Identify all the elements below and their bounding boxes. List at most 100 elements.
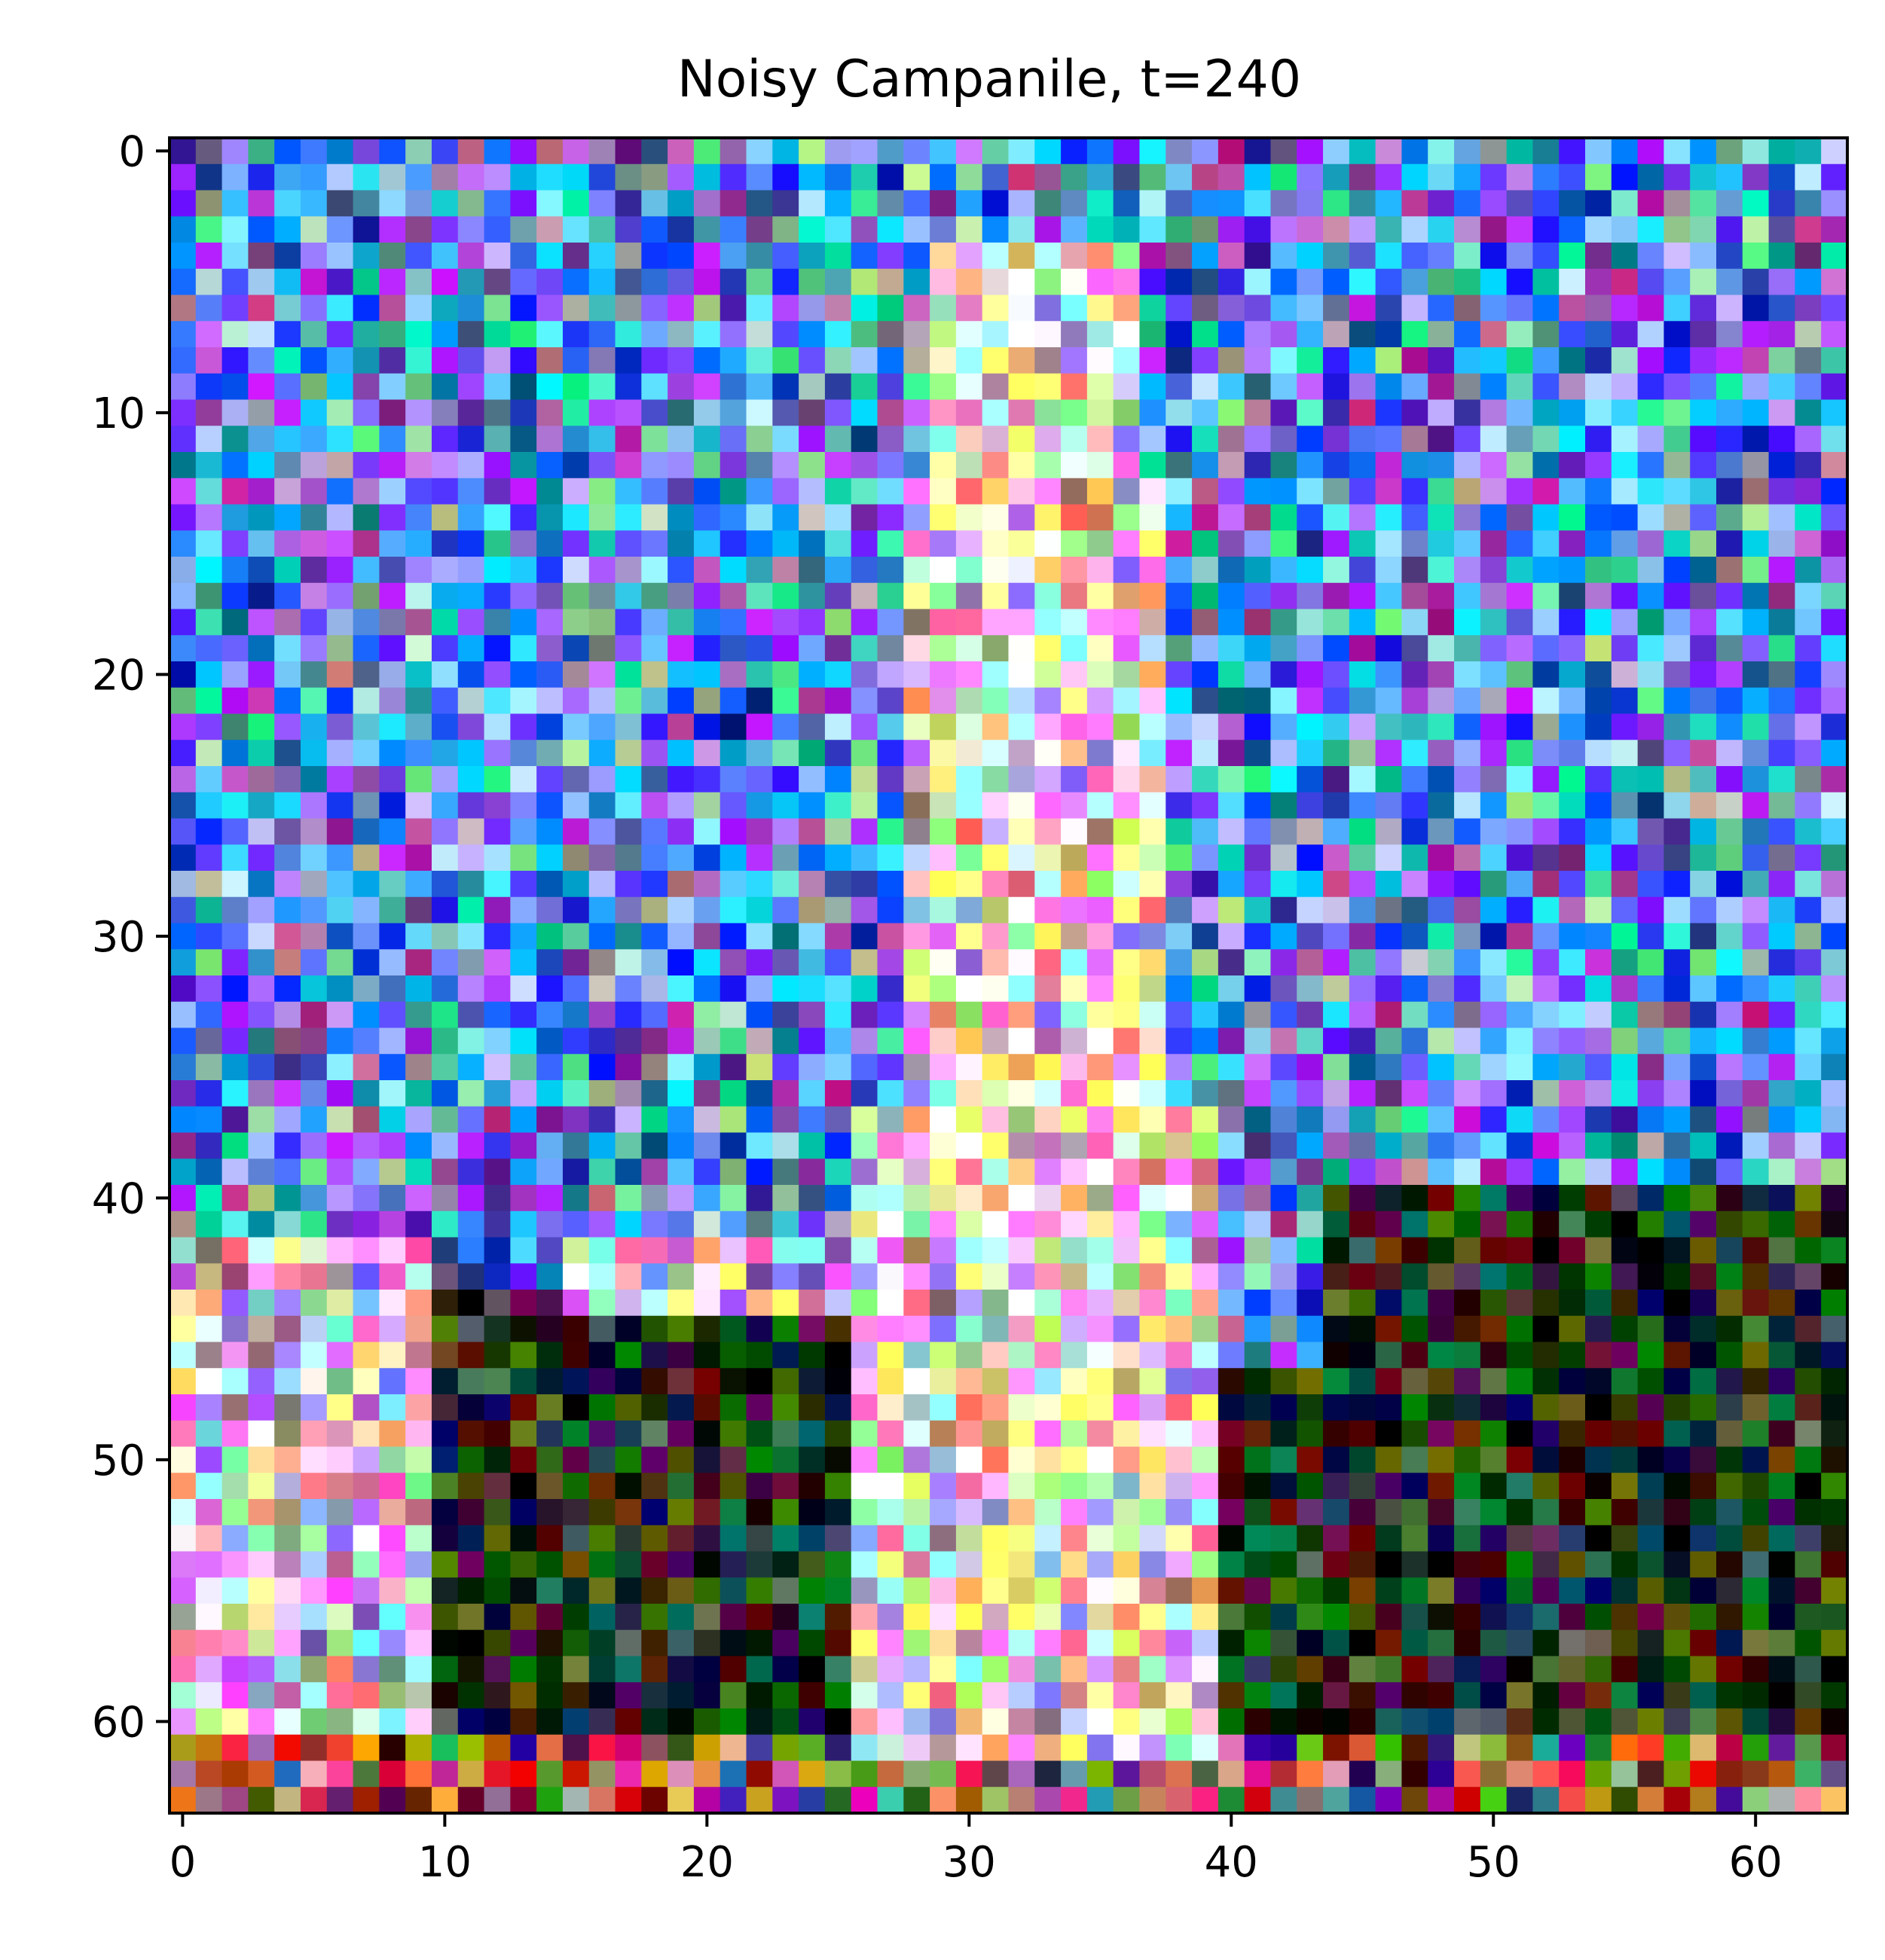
image-pixel xyxy=(457,1159,485,1186)
image-pixel xyxy=(1061,1629,1088,1657)
image-pixel xyxy=(772,1760,799,1788)
image-pixel xyxy=(1506,452,1534,479)
image-pixel xyxy=(588,1132,616,1159)
image-pixel xyxy=(1690,687,1717,715)
image-pixel xyxy=(221,1210,249,1238)
image-pixel xyxy=(903,1760,930,1788)
image-pixel xyxy=(1061,844,1088,872)
image-pixel xyxy=(772,1787,799,1814)
image-pixel xyxy=(1690,1656,1717,1683)
image-pixel xyxy=(824,1315,852,1343)
image-pixel xyxy=(248,347,275,374)
image-pixel xyxy=(1217,635,1245,662)
image-pixel xyxy=(536,426,564,453)
image-pixel xyxy=(1008,190,1035,217)
image-pixel xyxy=(1113,1473,1141,1500)
image-pixel xyxy=(719,975,747,1003)
image-pixel xyxy=(1690,1708,1717,1736)
image-pixel xyxy=(1217,1106,1245,1134)
image-pixel xyxy=(1664,1473,1691,1500)
image-pixel xyxy=(274,452,301,479)
image-pixel xyxy=(955,138,983,165)
image-pixel xyxy=(746,557,773,584)
image-pixel xyxy=(955,399,983,426)
image-pixel xyxy=(1217,818,1245,845)
image-pixel xyxy=(1349,1342,1376,1369)
image-pixel xyxy=(1192,1629,1219,1657)
image-pixel xyxy=(431,373,459,401)
image-pixel xyxy=(1795,504,1822,531)
image-pixel xyxy=(1742,766,1770,793)
image-pixel xyxy=(851,1629,878,1657)
image-pixel xyxy=(1192,1551,1219,1578)
image-pixel xyxy=(536,138,564,165)
image-pixel xyxy=(1401,399,1428,426)
image-pixel xyxy=(379,923,406,950)
image-pixel xyxy=(1821,1290,1848,1317)
image-pixel xyxy=(1086,138,1114,165)
image-pixel xyxy=(1428,923,1455,950)
image-pixel xyxy=(1716,1577,1743,1604)
image-pixel xyxy=(1742,949,1770,976)
image-pixel xyxy=(353,504,380,531)
image-pixel xyxy=(903,1368,930,1395)
image-pixel xyxy=(1795,1577,1822,1604)
image-pixel xyxy=(1375,1708,1403,1736)
image-pixel xyxy=(799,1682,826,1709)
image-pixel xyxy=(1349,1027,1376,1055)
image-pixel xyxy=(930,923,957,950)
image-pixel xyxy=(300,923,328,950)
image-pixel xyxy=(457,373,485,401)
image-pixel xyxy=(195,1210,223,1238)
image-pixel xyxy=(1821,163,1848,191)
image-pixel xyxy=(851,975,878,1003)
image-pixel xyxy=(1532,1551,1560,1578)
image-pixel xyxy=(641,1132,668,1159)
image-pixel xyxy=(1166,1001,1193,1029)
image-pixel xyxy=(1401,687,1428,715)
image-pixel xyxy=(1086,1210,1114,1238)
image-pixel xyxy=(746,1446,773,1473)
image-pixel xyxy=(903,661,930,688)
image-pixel xyxy=(1532,1787,1560,1814)
image-pixel xyxy=(1506,1708,1534,1736)
image-pixel xyxy=(1768,1080,1796,1107)
image-pixel xyxy=(693,321,721,348)
image-pixel xyxy=(1506,818,1534,845)
image-pixel xyxy=(930,792,957,820)
image-pixel xyxy=(1716,687,1743,715)
image-pixel xyxy=(982,1577,1010,1604)
image-pixel xyxy=(1768,1708,1796,1736)
image-pixel xyxy=(1375,713,1403,740)
image-pixel xyxy=(1401,1185,1428,1212)
image-pixel xyxy=(1166,1760,1193,1788)
image-pixel xyxy=(903,896,930,924)
image-pixel xyxy=(1532,582,1560,610)
image-pixel xyxy=(668,373,695,401)
image-pixel xyxy=(1113,1368,1141,1395)
image-pixel xyxy=(1454,1001,1481,1029)
image-pixel xyxy=(903,243,930,270)
image-pixel xyxy=(1637,1787,1665,1814)
image-pixel xyxy=(693,1708,721,1736)
image-pixel xyxy=(562,661,590,688)
image-pixel xyxy=(746,452,773,479)
image-pixel xyxy=(1008,1394,1035,1421)
image-pixel xyxy=(1349,163,1376,191)
image-pixel xyxy=(955,190,983,217)
image-pixel xyxy=(1506,1473,1534,1500)
image-pixel xyxy=(1454,1787,1481,1814)
image-pixel xyxy=(1506,426,1534,453)
image-pixel xyxy=(1480,1263,1508,1290)
image-pixel xyxy=(484,190,511,217)
image-pixel xyxy=(1585,949,1612,976)
image-pixel xyxy=(1217,923,1245,950)
image-pixel xyxy=(877,1525,904,1552)
image-pixel xyxy=(851,687,878,715)
image-pixel xyxy=(1480,1185,1508,1212)
image-pixel xyxy=(746,975,773,1003)
image-pixel xyxy=(824,582,852,610)
image-pixel xyxy=(379,268,406,296)
image-pixel xyxy=(1559,1185,1586,1212)
image-pixel xyxy=(405,1315,432,1343)
